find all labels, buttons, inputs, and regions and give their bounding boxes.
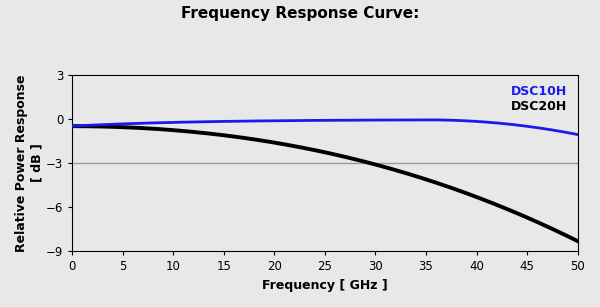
X-axis label: Frequency [ GHz ]: Frequency [ GHz ] [262,279,388,292]
Y-axis label: Relative Power Response
[ dB ]: Relative Power Response [ dB ] [15,74,43,252]
Legend: DSC10H, DSC20H: DSC10H, DSC20H [508,81,571,117]
Text: Frequency Response Curve:: Frequency Response Curve: [181,6,419,21]
